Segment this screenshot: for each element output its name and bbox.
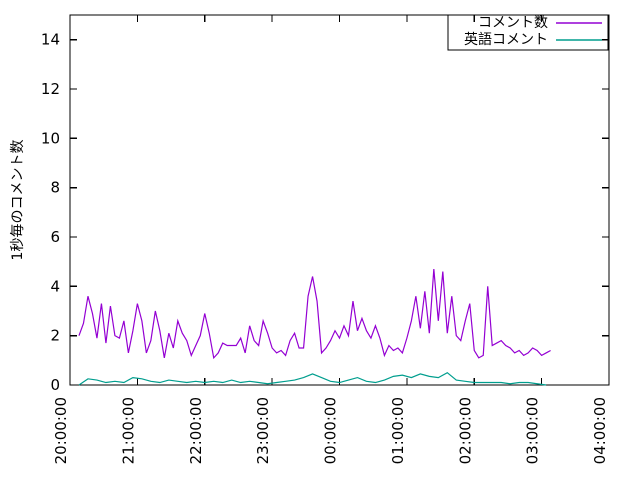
- x-tick-label: 20:00:00: [52, 397, 70, 464]
- plot-frame: [69, 14, 610, 386]
- y-tick-label: 8: [50, 179, 60, 197]
- x-tick-label: 23:00:00: [254, 397, 272, 464]
- legend-item-comment-count-label: コメント数: [478, 15, 548, 31]
- y-tick-label: 2: [50, 327, 60, 345]
- y-tick-label: 14: [41, 31, 60, 49]
- x-axis-ticks: 20:00:00 21:00:00 22:00:00 23:00:00 00:00:00…: [52, 15, 610, 464]
- y-tick-label: 0: [50, 376, 60, 394]
- x-tick-label: 03:00:00: [524, 397, 542, 464]
- x-tick-label: 00:00:00: [322, 397, 340, 464]
- x-tick-label: 01:00:00: [389, 397, 407, 464]
- x-tick-label: 02:00:00: [456, 397, 474, 464]
- legend-item-english-comment-label: 英語コメント: [464, 31, 548, 48]
- series-comment-count: [78, 269, 551, 360]
- y-axis-ticks: 0 2 4 6 8 10 12 14: [41, 31, 609, 394]
- x-tick-label: 04:00:00: [591, 397, 609, 464]
- y-tick-label: 4: [50, 277, 60, 295]
- data-series-group: [78, 269, 551, 386]
- x-tick-label: 21:00:00: [119, 397, 137, 464]
- legend-border: [447, 14, 609, 51]
- y-tick-label: 12: [41, 80, 60, 98]
- y-tick-label: 10: [41, 129, 60, 147]
- chart-legend: コメント数 英語コメント: [447, 14, 609, 51]
- series-english-comment: [78, 371, 547, 386]
- y-tick-label: 6: [50, 228, 60, 246]
- y-axis-title: 1秒毎のコメント数: [10, 140, 26, 261]
- x-tick-label: 22:00:00: [187, 397, 205, 464]
